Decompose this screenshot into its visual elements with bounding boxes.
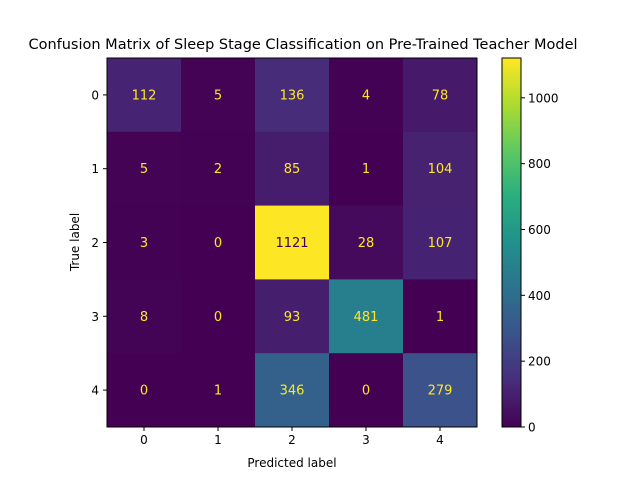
cell-value: 3 [140,236,148,251]
x-axis-ticks: 0 1 2 3 4 [140,427,444,447]
matrix-cell [329,131,404,207]
matrix-cell [255,205,330,280]
colorbar-tick-label: 400 [528,289,551,303]
matrix-cell [403,58,478,133]
cell-value: 2 [214,162,222,177]
cell-value: 5 [140,162,148,177]
cell-value: 104 [428,162,453,177]
cell-value: 28 [358,236,375,251]
matrix-cell [255,279,330,354]
matrix-cells [107,58,478,428]
matrix-cell [329,279,404,354]
matrix-cell [403,279,478,354]
cell-value-labels: 112 5 136 4 78 5 2 85 1 104 3 0 1121 28 107 8 0 93 481 1 0 1 3… [132,88,453,398]
y-tick-label: 4 [91,384,99,398]
cell-value: 1121 [275,236,308,251]
matrix-cell [329,205,404,280]
cell-value: 346 [280,384,305,399]
cell-value: 0 [362,384,370,399]
colorbar-ticks: 0 200 400 600 800 1000 [521,91,559,435]
colorbar-tick-label: 200 [528,355,551,369]
cell-value: 85 [284,162,301,177]
cell-value: 1 [214,384,222,399]
cell-value: 107 [428,236,453,251]
matrix-cell [329,353,404,428]
matrix-cell [107,131,182,207]
colorbar [501,57,522,428]
x-tick-label: 1 [214,433,222,447]
matrix-cell [107,353,182,428]
y-tick-label: 3 [91,310,99,324]
matrix-cell [403,205,478,280]
colorbar-tick-label: 1000 [528,91,559,105]
matrix-cell [329,58,404,133]
y-tick-label: 2 [91,236,99,250]
cell-value: 1 [436,310,444,325]
cell-value: 279 [428,384,453,399]
x-tick-label: 2 [288,433,296,447]
cell-value: 112 [132,88,157,103]
cell-value: 0 [214,236,222,251]
y-axis-ticks: 0 1 2 3 4 [91,88,107,398]
cell-value: 8 [140,310,148,325]
colorbar-tick-label: 600 [528,223,551,237]
matrix-cell [403,353,478,428]
matrix-cell [181,279,256,354]
cell-value: 136 [280,88,305,103]
x-tick-label: 0 [140,433,148,447]
colorbar-tick-label: 0 [528,421,536,435]
matrix-cell [255,131,330,207]
cell-value: 93 [284,310,301,325]
y-tick-label: 0 [91,88,99,102]
matrix-cell [181,58,256,133]
matrix-cell [181,353,256,428]
cell-value: 5 [214,88,222,103]
x-tick-label: 3 [362,433,370,447]
matrix-cell [107,58,182,133]
y-tick-label: 1 [91,162,99,176]
chart-title: Confusion Matrix of Sleep Stage Classifi… [28,37,577,53]
cell-value: 78 [432,88,449,103]
x-axis-label: Predicted label [247,456,336,470]
y-axis-label: True label [68,213,82,272]
matrix-cell [107,279,182,354]
matrix-cell [107,205,182,280]
cell-value: 0 [140,384,148,399]
matrix-cell [181,205,256,280]
colorbar-tick-label: 800 [528,157,551,171]
matrix-cell [181,131,256,207]
matrix-cell [255,58,330,133]
matrix-cell [255,353,330,428]
cell-value: 4 [362,88,370,103]
cell-value: 481 [354,310,379,325]
cell-value: 1 [362,162,370,177]
cell-value: 0 [214,310,222,325]
matrix-cell [403,131,478,207]
x-tick-label: 4 [436,433,444,447]
